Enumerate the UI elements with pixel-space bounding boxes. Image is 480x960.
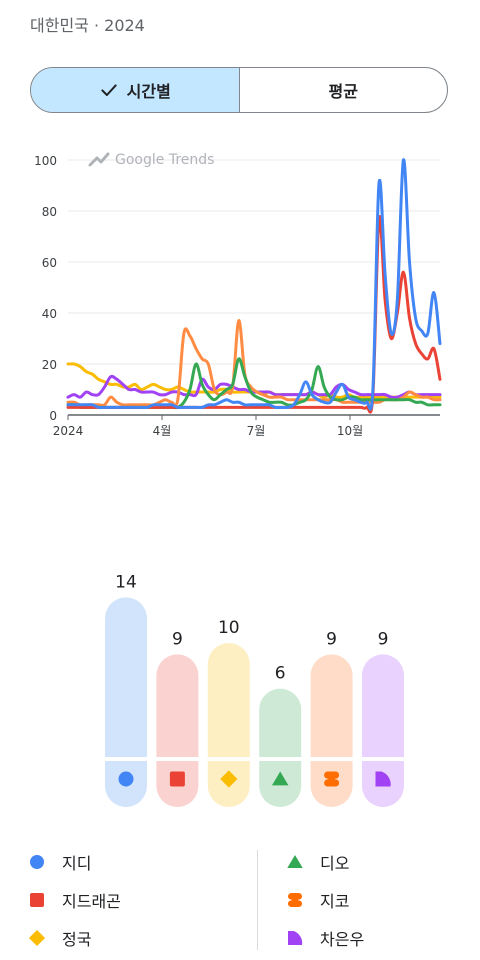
bar-value-label: 6 — [275, 664, 286, 684]
legend-divider — [257, 850, 258, 950]
y-tick-label: 80 — [42, 205, 57, 219]
bar-value-label: 9 — [326, 629, 337, 649]
time-view-button[interactable]: 시간별 — [31, 68, 240, 112]
x-tick-label: 10월 — [337, 424, 363, 438]
watermark: Google Trends — [88, 152, 214, 168]
bar-icon-square — [169, 771, 185, 787]
bar-icon-diamond — [220, 770, 238, 788]
x-tick-label: 7월 — [247, 424, 266, 438]
y-tick-label: 60 — [42, 256, 57, 270]
series-line-6 — [66, 374, 442, 399]
bar — [310, 654, 353, 757]
x-tick-label: 2024 — [53, 424, 84, 438]
page-subtitle: 대한민국 · 2024 — [30, 16, 145, 35]
view-toggle: 시간별 평균 — [30, 67, 448, 113]
legend-label: 지코 — [320, 892, 350, 911]
bar-icon-quarter-circle — [375, 771, 391, 787]
trends-logo-icon — [88, 152, 110, 167]
average-view-label: 평균 — [328, 82, 358, 101]
legend-item[interactable]: 지디 — [28, 850, 91, 874]
legend-item[interactable]: 차은우 — [286, 926, 364, 950]
legend-label: 디오 — [320, 854, 350, 873]
legend-item[interactable]: 지드래곤 — [28, 888, 121, 912]
y-tick-label: 0 — [49, 409, 57, 423]
bar-icon-triangle — [271, 771, 289, 786]
legend-item[interactable]: 정국 — [28, 926, 91, 950]
x-tick-label: 4월 — [153, 424, 172, 438]
bar-value-label: 10 — [218, 618, 240, 638]
average-bar-chart: 14 9 10 6 9 9 — [105, 572, 404, 807]
legend-item[interactable]: 디오 — [286, 850, 349, 874]
legend-label: 정국 — [62, 930, 92, 949]
legend-label: 차은우 — [320, 930, 365, 949]
diamond-icon — [28, 929, 46, 947]
y-tick-label: 100 — [34, 154, 57, 168]
bar-column-6: 9 — [362, 629, 404, 807]
bar-column-5: 9 — [310, 629, 353, 807]
bar — [156, 654, 199, 757]
bar — [207, 643, 250, 757]
bar — [259, 688, 302, 757]
bar-value-label: 9 — [378, 629, 389, 649]
circle-icon — [30, 855, 44, 869]
triangle-icon — [287, 855, 303, 868]
y-tick-label: 20 — [42, 358, 57, 372]
bar — [362, 654, 404, 757]
time-view-label: 시간별 — [126, 82, 171, 101]
bar-column-1: 14 — [105, 572, 147, 807]
legend-item[interactable]: 지코 — [286, 888, 349, 912]
bar-icon-circle — [118, 771, 134, 787]
square-icon — [30, 893, 44, 907]
y-tick-label: 40 — [42, 307, 57, 321]
trend-line-chart: 0 20 40 60 80 100 Google Trends 2024 4월 7월 10월 — [34, 152, 442, 438]
bar — [105, 597, 147, 757]
bar-value-label: 14 — [115, 572, 137, 592]
series-line-1 — [66, 158, 442, 411]
double-pill-icon — [288, 893, 302, 907]
bar-column-2: 9 — [156, 629, 199, 807]
average-view-button[interactable]: 평균 — [240, 68, 448, 112]
quarter-circle-icon — [288, 931, 303, 945]
bar-value-label: 9 — [172, 629, 183, 649]
watermark-text: Google Trends — [115, 152, 214, 168]
bar-column-4: 6 — [259, 664, 302, 807]
series-line-5 — [66, 319, 442, 408]
bar-icon-double-pill — [324, 771, 340, 787]
legend-label: 지드래곤 — [62, 892, 121, 911]
legend-label: 지디 — [62, 854, 92, 873]
bar-column-3: 10 — [207, 618, 250, 807]
check-icon — [100, 84, 117, 96]
